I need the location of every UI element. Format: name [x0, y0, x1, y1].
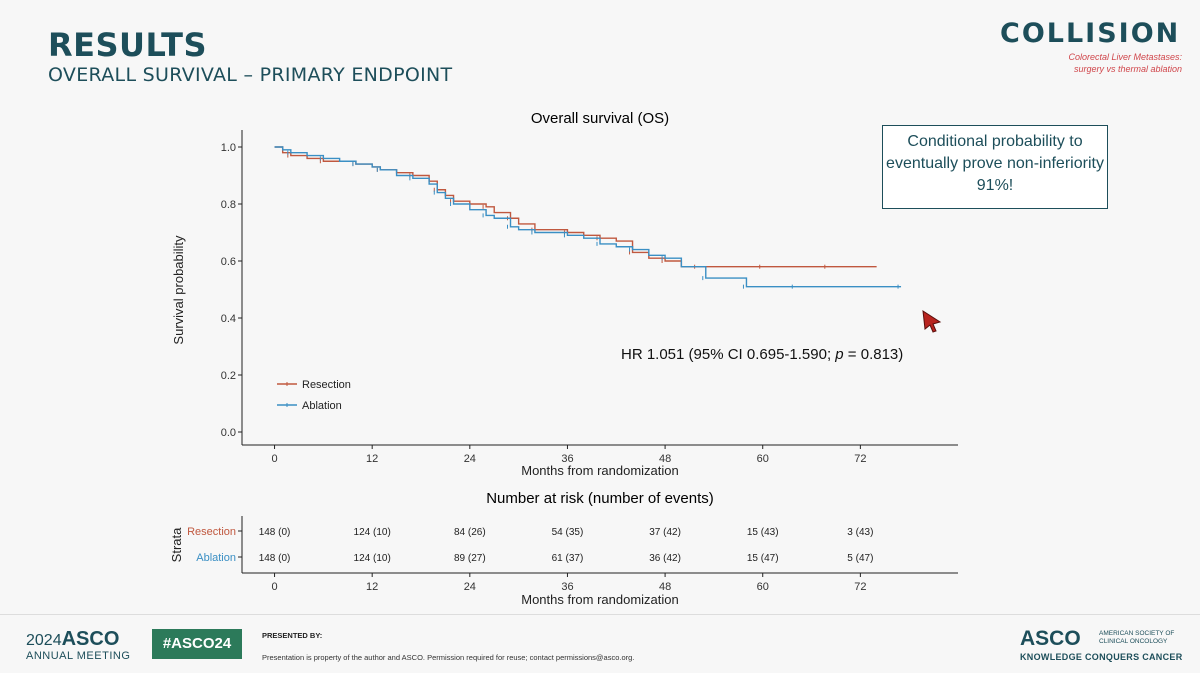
collision-logo: COLLISION Colorectal Liver Metastases: s…: [1000, 18, 1190, 78]
mouse-cursor-icon: [922, 310, 942, 333]
y-tick-label: 1.0: [221, 142, 236, 154]
risk-cell: 54 (35): [552, 527, 584, 538]
risk-cell: 124 (10): [354, 553, 391, 564]
y-tick-label: 0.8: [221, 199, 236, 211]
x-tick-label: 12: [366, 453, 378, 465]
chart-title: Overall survival (OS): [531, 110, 669, 127]
risk-x-tick-label: 60: [757, 581, 769, 593]
risk-x-tick-label: 72: [854, 581, 866, 593]
slide-subtitle: OVERALL SURVIVAL – PRIMARY ENDPOINT: [48, 64, 453, 86]
asco-society-name: AMERICAN SOCIETY OF CLINICAL ONCOLOGY: [1099, 630, 1175, 645]
hr-prefix: HR 1.051 (95% CI 0.695-1.590;: [621, 346, 836, 363]
x-axis-label: Months from randomization: [521, 463, 679, 478]
risk-cell: 5 (47): [847, 553, 873, 564]
copyright-disclaimer: Presentation is property of the author a…: [262, 653, 635, 662]
risk-cell: 148 (0): [259, 553, 291, 564]
strata-row-label: Ablation: [196, 552, 236, 564]
risk-cell: 3 (43): [847, 527, 873, 538]
risk-table-title: Number at risk (number of events): [486, 490, 714, 507]
conditional-probability-callout: Conditional probability to eventually pr…: [882, 125, 1108, 209]
x-tick-label: 24: [464, 453, 476, 465]
x-tick-label: 72: [854, 453, 866, 465]
y-tick-label: 0.2: [221, 370, 236, 382]
risk-cell: 148 (0): [259, 527, 291, 538]
asco-annual-logo: 2024ASCO: [26, 628, 119, 651]
asco-right-logo: ASCO: [1020, 627, 1081, 650]
km-plot: Overall survival (OS) 0.0 0.2 0.4 0.6 0.8 1.0 0…: [171, 110, 958, 478]
risk-x-axis-label: Months from randomization: [521, 592, 679, 607]
risk-x-tick-label: 36: [561, 581, 573, 593]
risk-cell: 36 (42): [649, 553, 681, 564]
risk-cell: 89 (27): [454, 553, 486, 564]
y-tick-label: 0.4: [221, 313, 236, 325]
hazard-ratio-text: HR 1.051 (95% CI 0.695-1.590; p = 0.813): [621, 346, 903, 363]
legend-label-resection: Resection: [302, 379, 351, 391]
risk-x-tick-label: 24: [464, 581, 476, 593]
presented-by-label: PRESENTED BY:: [262, 631, 323, 640]
risk-cell: 61 (37): [552, 553, 584, 564]
risk-cell: 84 (26): [454, 527, 486, 538]
y-tick-label: 0.6: [221, 256, 236, 268]
strata-row-label: Resection: [187, 526, 236, 538]
hr-suffix: = 0.813): [843, 346, 904, 363]
logo-tagline-2: surgery vs thermal ablation: [1073, 64, 1182, 74]
footer-divider: [0, 614, 1200, 615]
x-tick-label: 60: [757, 453, 769, 465]
logo-word: COLLISION: [1000, 18, 1181, 49]
risk-cell: 124 (10): [354, 527, 391, 538]
hashtag-badge: #ASCO24: [152, 629, 242, 659]
risk-cell: 15 (47): [747, 553, 779, 564]
x-tick-label: 48: [659, 453, 671, 465]
risk-x-tick-label: 12: [366, 581, 378, 593]
asco-word: ASCO: [61, 628, 120, 650]
risk-cell: 37 (42): [649, 527, 681, 538]
y-axis-label: Survival probability: [171, 235, 186, 345]
risk-cell: 15 (43): [747, 527, 779, 538]
hr-p-symbol: p: [835, 346, 844, 363]
asco-tagline: KNOWLEDGE CONQUERS CANCER: [1020, 652, 1183, 662]
km-curve-resection: [274, 146, 877, 268]
strata-label: Strata: [169, 527, 184, 562]
risk-x-tick-label: 48: [659, 581, 671, 593]
legend-label-ablation: Ablation: [302, 400, 342, 412]
risk-x-tick-label: 0: [271, 581, 277, 593]
slide-title: RESULTS: [48, 26, 207, 64]
x-tick-label: 0: [271, 453, 277, 465]
x-tick-label: 36: [561, 453, 573, 465]
km-curve-ablation: [274, 146, 902, 288]
y-tick-label: 0.0: [221, 427, 236, 439]
risk-table: Number at risk (number of events) Strata 0…: [169, 490, 958, 607]
logo-tagline-1: Colorectal Liver Metastases:: [1068, 52, 1182, 62]
annual-meeting-label: ANNUAL MEETING: [26, 650, 131, 662]
asco-year: 2024: [26, 632, 62, 649]
